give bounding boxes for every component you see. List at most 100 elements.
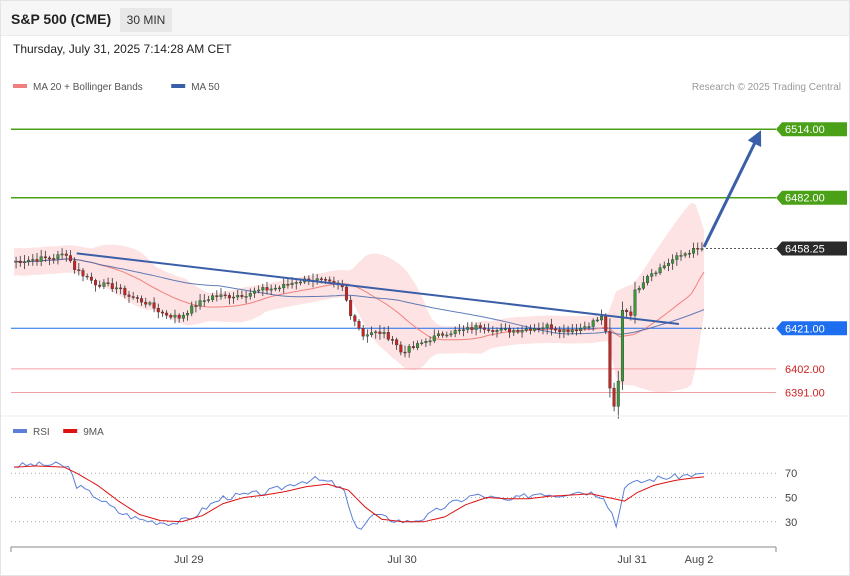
candle <box>411 341 415 350</box>
candle <box>232 292 236 304</box>
candle-body <box>591 320 595 327</box>
timestamp: Thursday, July 31, 2025 7:14:28 AM CET <box>13 42 232 56</box>
candle-body <box>700 248 704 250</box>
candle <box>257 285 261 294</box>
candle-body <box>119 287 123 290</box>
candle <box>48 255 52 266</box>
candle <box>211 292 215 303</box>
candle-body <box>35 259 39 262</box>
candle <box>194 300 198 313</box>
candle <box>215 290 219 302</box>
candle-body <box>160 311 164 314</box>
candle <box>349 295 353 320</box>
candle-body <box>637 288 641 291</box>
candle <box>52 253 56 264</box>
candle <box>508 324 512 338</box>
candle <box>278 285 282 292</box>
candle-body <box>123 287 127 296</box>
candle <box>407 343 411 358</box>
candle-body <box>403 351 407 354</box>
candle <box>106 277 110 287</box>
rsi-level-label-1: 50 <box>785 493 797 505</box>
candle <box>482 323 486 334</box>
candle-body <box>386 332 390 340</box>
candle <box>474 322 478 336</box>
candle-body <box>344 286 348 301</box>
candle-body <box>687 252 691 255</box>
candle-body <box>131 296 135 298</box>
candle <box>662 261 666 270</box>
candle-body <box>85 275 89 278</box>
candle-body <box>140 298 144 303</box>
candle-body <box>206 299 210 301</box>
candle-body <box>190 305 194 314</box>
candle-body <box>566 329 570 333</box>
candle-body <box>177 314 181 319</box>
candle-body <box>144 301 148 305</box>
candle-body <box>562 329 566 333</box>
candle <box>600 309 604 325</box>
candle <box>85 273 89 280</box>
candle <box>679 250 683 261</box>
candle-body <box>453 330 457 334</box>
candle-body <box>165 312 169 316</box>
candle-body <box>499 328 503 331</box>
candle <box>445 331 449 338</box>
candle-body <box>696 248 700 250</box>
rsi-legend-swatch-1 <box>63 429 78 433</box>
legend-swatch-0 <box>13 84 27 88</box>
candle-body <box>135 297 139 299</box>
candle-body <box>244 296 248 298</box>
candle <box>236 289 240 301</box>
candle-body <box>650 273 654 277</box>
candle-body <box>462 329 466 331</box>
rsi-legend-label-0: RSI <box>33 427 50 438</box>
candle-body <box>641 282 645 289</box>
candle <box>528 324 532 335</box>
candle <box>94 278 98 292</box>
candle-body <box>616 380 620 407</box>
candle <box>545 322 549 335</box>
candle-body <box>662 265 666 269</box>
candle <box>31 254 35 266</box>
candle-body <box>89 276 93 281</box>
level-label-2: 6458.25 <box>785 244 825 256</box>
candle <box>114 281 118 294</box>
candle-body <box>236 295 240 298</box>
candle <box>620 301 624 390</box>
rsi-ma-line <box>13 465 705 523</box>
candle <box>432 329 436 344</box>
candle-body <box>31 259 35 261</box>
candle <box>248 288 252 300</box>
candle-body <box>39 256 43 262</box>
candle-body <box>374 331 378 334</box>
candle-body <box>370 332 374 335</box>
candle-body <box>286 284 290 286</box>
candle <box>566 325 570 336</box>
candle <box>583 321 587 331</box>
legend-label-1: MA 50 <box>191 82 220 93</box>
candle-body <box>102 282 106 287</box>
instrument-title: S&P 500 (CME) <box>11 11 112 27</box>
candle-body <box>620 309 624 382</box>
candle-body <box>533 328 537 331</box>
candle <box>570 324 574 335</box>
candle <box>223 291 227 299</box>
candle <box>470 321 474 334</box>
candle <box>73 257 77 274</box>
candle <box>390 336 394 345</box>
candle <box>89 272 93 284</box>
candle-body <box>18 260 22 264</box>
candle <box>98 280 102 289</box>
candle-body <box>449 333 453 336</box>
candle-body <box>273 287 277 290</box>
candle <box>186 310 190 321</box>
timeframe-button[interactable]: 30 MIN <box>120 8 172 32</box>
candle <box>64 249 68 262</box>
candle-body <box>646 276 650 283</box>
candle-body <box>491 330 495 332</box>
candle <box>587 322 591 331</box>
candle <box>60 248 64 260</box>
candle <box>173 309 177 324</box>
candle <box>466 322 470 334</box>
